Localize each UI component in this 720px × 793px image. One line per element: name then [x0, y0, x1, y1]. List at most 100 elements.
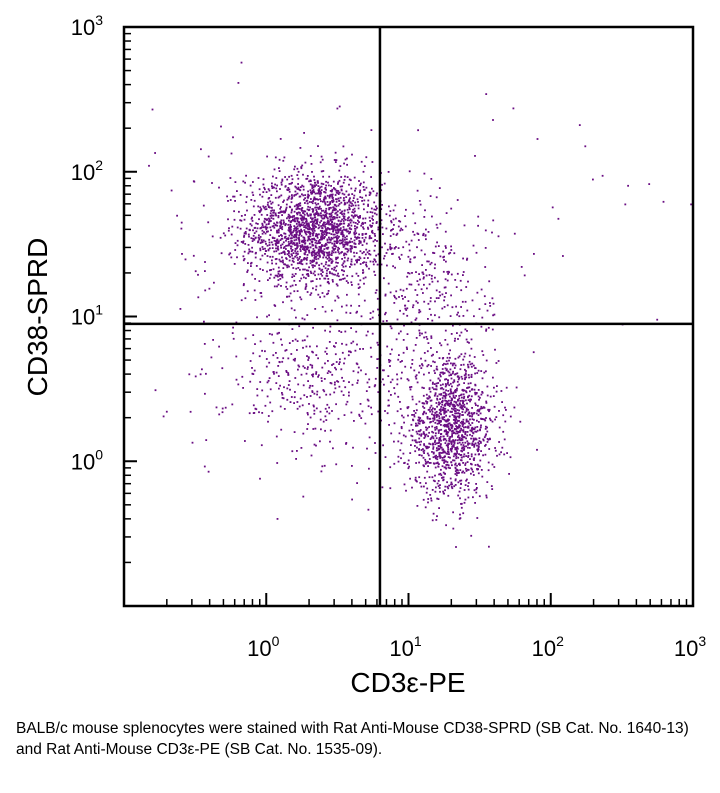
data-point — [296, 188, 299, 190]
data-point — [479, 440, 482, 443]
data-point — [269, 206, 271, 209]
data-point — [331, 201, 334, 204]
data-point — [336, 107, 339, 110]
data-point — [333, 268, 335, 271]
data-point — [436, 515, 438, 518]
data-point — [287, 372, 290, 374]
data-point — [246, 271, 249, 273]
data-point — [348, 227, 351, 230]
data-point — [299, 296, 302, 299]
data-point — [344, 238, 346, 241]
data-point — [239, 227, 242, 230]
data-point — [480, 450, 482, 452]
data-point — [401, 229, 404, 231]
data-point — [274, 274, 277, 277]
data-point — [405, 208, 407, 211]
data-point — [409, 386, 411, 389]
data-point — [392, 233, 395, 236]
data-point — [442, 492, 445, 495]
data-point — [489, 305, 492, 307]
data-point — [391, 378, 394, 381]
data-point — [290, 231, 293, 234]
data-point — [240, 299, 243, 302]
data-point — [439, 371, 442, 374]
data-point — [462, 436, 465, 439]
data-point — [427, 231, 430, 233]
data-point — [374, 239, 376, 241]
data-point — [459, 413, 461, 415]
data-point — [277, 273, 280, 275]
data-point — [260, 295, 263, 298]
data-point — [328, 208, 330, 211]
data-point — [487, 469, 490, 472]
data-point — [279, 405, 282, 408]
data-point — [305, 258, 308, 260]
data-point — [449, 388, 452, 391]
data-point — [314, 308, 317, 310]
data-point — [419, 278, 421, 281]
data-point — [363, 251, 365, 253]
data-point — [342, 181, 345, 184]
data-point — [371, 225, 373, 227]
data-point — [376, 207, 378, 210]
data-point — [472, 244, 475, 247]
data-point — [255, 230, 258, 233]
data-point — [301, 184, 304, 187]
data-point — [325, 188, 327, 191]
data-point — [363, 240, 366, 243]
data-point — [294, 227, 296, 230]
data-point — [436, 280, 439, 283]
data-point — [464, 368, 466, 371]
data-point — [447, 409, 449, 412]
data-point — [304, 251, 307, 253]
data-point — [335, 283, 338, 286]
data-point — [342, 265, 345, 268]
data-point — [472, 440, 475, 443]
data-point — [340, 239, 343, 242]
data-point — [442, 388, 445, 391]
data-point — [325, 180, 327, 183]
data-point — [280, 338, 282, 341]
data-point — [264, 225, 267, 228]
data-point — [307, 190, 309, 193]
data-point — [272, 175, 274, 178]
data-point — [431, 280, 434, 283]
data-point — [456, 426, 458, 429]
data-point — [447, 487, 450, 490]
data-point — [429, 410, 431, 413]
data-point — [247, 262, 249, 264]
data-point — [324, 228, 327, 230]
data-point — [427, 501, 429, 504]
data-point — [261, 412, 264, 414]
data-point — [375, 205, 377, 208]
data-point — [468, 447, 471, 449]
data-point — [282, 261, 284, 264]
data-point — [436, 413, 439, 416]
data-point — [437, 297, 440, 299]
data-point — [436, 422, 439, 425]
data-point — [445, 433, 448, 435]
data-point — [238, 210, 240, 213]
data-point — [290, 396, 293, 398]
data-point — [462, 274, 464, 276]
data-point — [458, 383, 461, 386]
data-point — [300, 234, 303, 237]
data-point — [412, 230, 414, 233]
data-point — [411, 435, 414, 438]
data-point — [455, 412, 458, 415]
data-point — [369, 253, 372, 256]
data-point — [461, 450, 464, 453]
data-point — [420, 440, 422, 443]
data-point — [303, 238, 306, 240]
data-point — [289, 245, 292, 248]
data-point — [413, 415, 416, 418]
data-point — [319, 296, 321, 299]
data-point — [450, 249, 453, 251]
data-point — [334, 366, 336, 369]
data-point — [359, 240, 362, 243]
data-point — [487, 408, 489, 411]
data-point — [313, 229, 316, 232]
data-point — [309, 294, 312, 296]
data-point — [475, 251, 478, 254]
data-point — [333, 240, 336, 243]
